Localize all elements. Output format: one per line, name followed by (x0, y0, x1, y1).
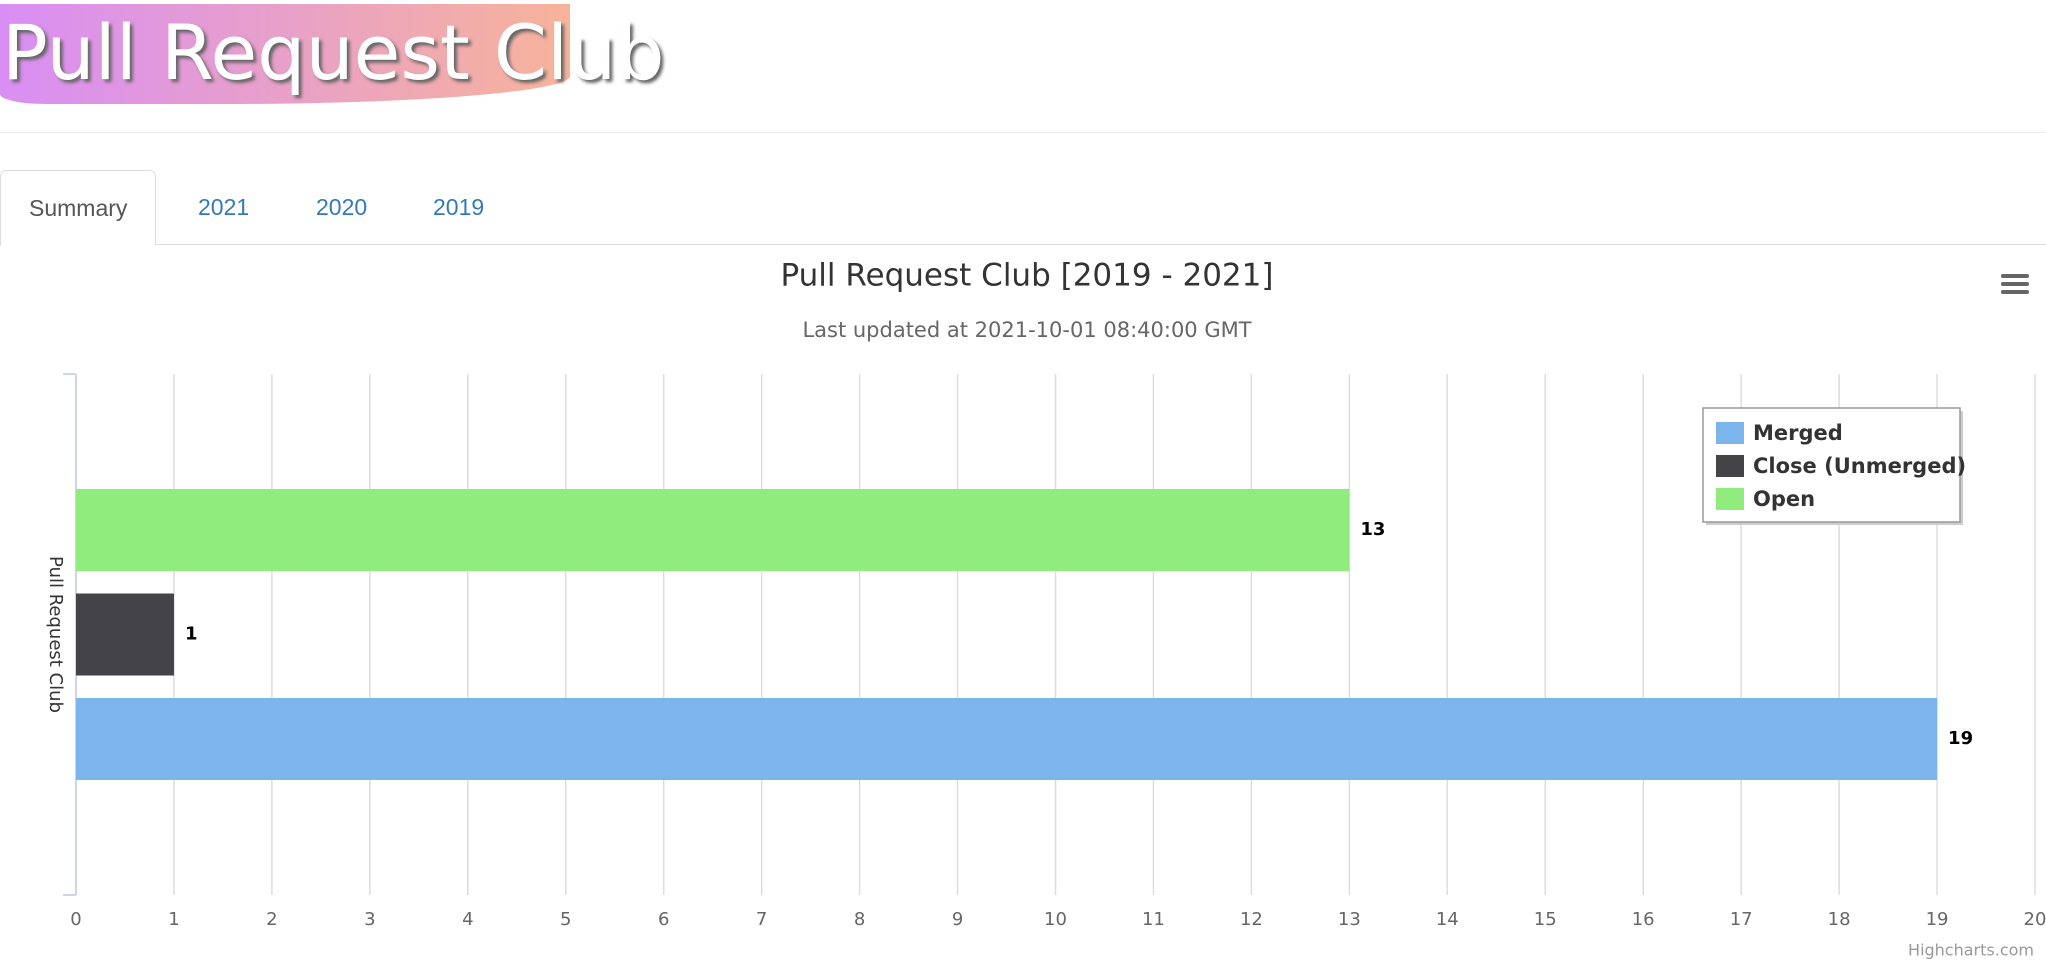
divider (0, 132, 2046, 133)
x-tick-label: 20 (2024, 909, 2046, 930)
chart: Pull Request Club [2019 - 2021] Last upd… (45, 258, 2046, 960)
x-tick-label: 9 (952, 909, 963, 930)
tab[interactable]: Summary (0, 170, 157, 246)
legend-swatch (1716, 455, 1744, 477)
data-label: 13 (1360, 519, 1385, 540)
x-tick-label: 13 (1338, 909, 1361, 930)
legend-label: Close (Unmerged) (1753, 454, 1966, 478)
legend-label: Open (1753, 487, 1815, 511)
x-tick-label: 15 (1534, 909, 1557, 930)
legend-item[interactable]: Merged (1716, 421, 1843, 445)
bar (76, 489, 1350, 571)
legend: Merged Close (Unmerged) Open (1702, 407, 1966, 525)
x-tick-label: 4 (462, 909, 473, 930)
menu-button[interactable] (2001, 274, 2029, 294)
legend-item[interactable]: Close (Unmerged) (1716, 454, 1966, 478)
menu-bar (2001, 282, 2029, 286)
x-tick-label: 11 (1142, 909, 1165, 930)
x-tick-label: 10 (1044, 909, 1067, 930)
x-tick-label: 0 (70, 909, 81, 930)
bar (76, 593, 174, 676)
x-tick-label: 16 (1632, 909, 1655, 930)
data-label: 19 (1948, 728, 1973, 749)
bar (76, 698, 1938, 780)
x-tick-label: 6 (658, 909, 669, 930)
x-tick-label: 8 (854, 909, 865, 930)
logo-text: Pull Request Club (2, 8, 665, 97)
menu-bar (2001, 290, 2029, 294)
legend-swatch (1716, 422, 1744, 444)
legend-label: Merged (1753, 421, 1843, 445)
data-label: 1 (185, 624, 198, 645)
tabs: Summary 2021 2020 2019 (0, 170, 2046, 246)
x-tick-label: 5 (560, 909, 571, 930)
x-tick-label: 18 (1828, 909, 1851, 930)
legend-swatch (1716, 488, 1744, 510)
chart-subtitle: Last updated at 2021-10-01 08:40:00 GMT (802, 318, 1251, 342)
logo[interactable]: Pull Request Club (0, 4, 665, 104)
x-tick-label: 3 (364, 909, 375, 930)
tab[interactable]: 2019 (433, 194, 485, 220)
chart-title: Pull Request Club [2019 - 2021] (781, 258, 1274, 294)
legend-item[interactable]: Open (1716, 487, 1815, 511)
x-tick-label: 14 (1436, 909, 1459, 930)
x-tick-label: 1 (168, 909, 179, 930)
tab[interactable]: 2020 (316, 194, 368, 220)
x-tick-label: 7 (756, 909, 767, 930)
menu-bar (2001, 274, 2029, 278)
credit[interactable]: Highcharts.com (1908, 941, 2034, 960)
x-tick-label: 12 (1240, 909, 1263, 930)
x-tick-label: 2 (266, 909, 277, 930)
x-tick-label: 17 (1730, 909, 1753, 930)
category-label: Pull Request Club (45, 556, 66, 713)
legend-box (1702, 407, 1961, 523)
x-tick-label: 19 (1926, 909, 1949, 930)
tab[interactable]: 2021 (198, 194, 250, 220)
